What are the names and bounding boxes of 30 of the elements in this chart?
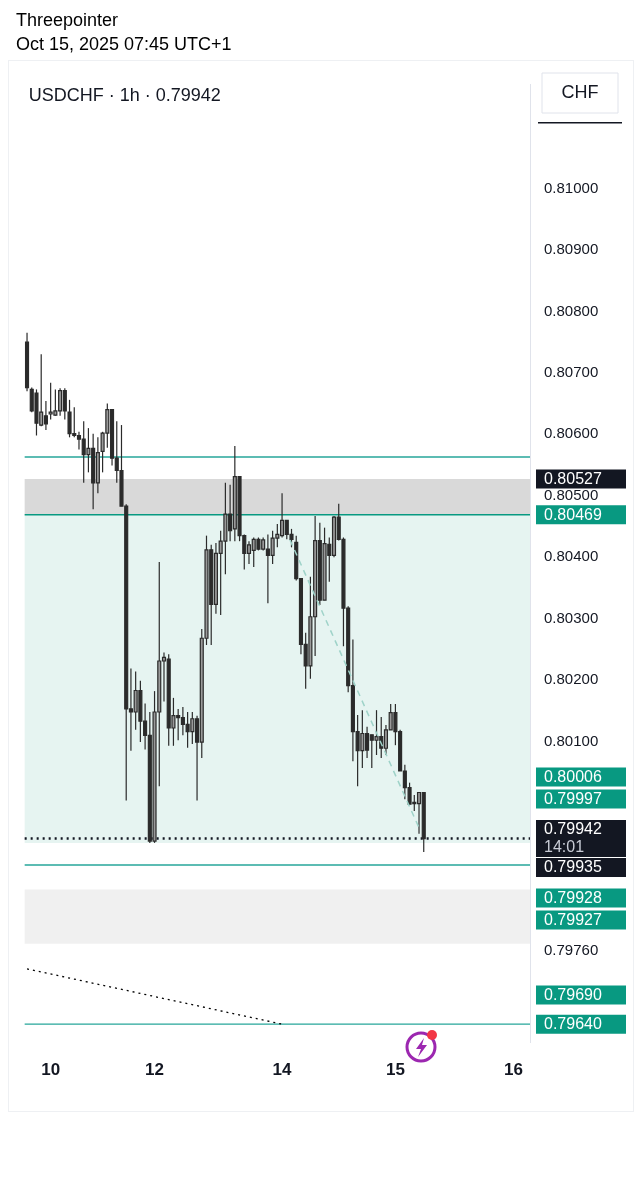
y-tick-label: 0.79760 (544, 940, 599, 958)
text: 0.80006 (544, 767, 602, 785)
ref-line-label: 0.79640 (544, 1015, 602, 1033)
y-tick-label: 0.80500 (544, 485, 599, 503)
y-tick-label: 0.80200 (544, 670, 599, 688)
y-tick-label: 0.80300 (544, 608, 599, 626)
x-tick-label: 16 (504, 1060, 523, 1080)
y-tick-label: 0.80100 (544, 731, 599, 749)
text: 0.79690 (544, 985, 602, 1003)
text: Oct 15, 2025 07:45 UTC+1 (16, 33, 233, 56)
x-tick-label: 10 (41, 1060, 61, 1080)
y-tick-label: 0.80800 (544, 301, 599, 319)
y-tick-label: 0.80400 (544, 547, 599, 565)
text: 0.79928 (544, 888, 602, 906)
y-tick-label: 0.80600 (544, 424, 599, 442)
y-tick-label: 0.81000 (544, 178, 599, 196)
ref-line-label: 0.79942 14:01 (544, 820, 602, 856)
text: Threepointer (16, 9, 120, 32)
y-axis-title: CHF (561, 81, 599, 102)
x-tick-label: 12 (145, 1060, 165, 1080)
band-label: 0.79935 (544, 858, 602, 876)
y-tick-label: 0.80900 (544, 240, 599, 258)
x-tick-label: 15 (385, 1060, 405, 1080)
text: 0.79997 (544, 789, 602, 807)
chart-title: USDCHF · 1h · 0.79942 (28, 84, 221, 105)
y-tick-label: 0.80700 (544, 362, 599, 380)
x-tick-label: 14 (272, 1060, 293, 1080)
ref-line-label: 0.80469 (544, 505, 602, 523)
text: 0.79927 (544, 910, 602, 928)
band-label: 0.80527 (544, 470, 602, 488)
